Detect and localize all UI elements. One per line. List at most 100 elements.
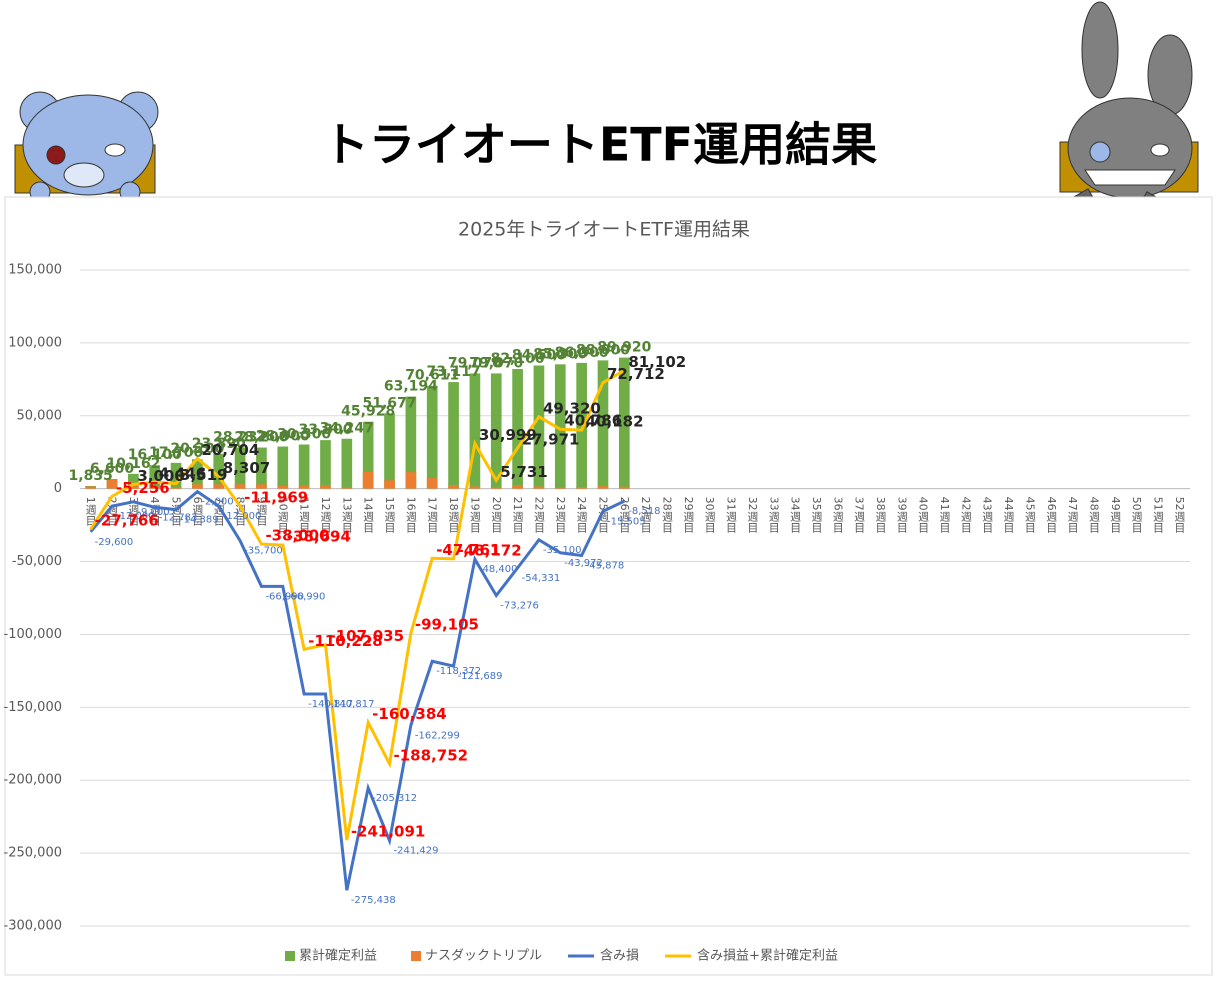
data-label: -38,694 xyxy=(287,528,351,546)
legend-label: 含み損 xyxy=(600,948,639,964)
data-label: -73,276 xyxy=(500,600,539,611)
x-tick-label: 33週目 xyxy=(767,497,780,533)
data-label: -110,228 xyxy=(308,632,383,650)
bar xyxy=(149,465,161,489)
data-label: -29,600 xyxy=(95,537,134,548)
bar xyxy=(192,459,203,489)
data-label: -47,761 xyxy=(436,541,500,559)
data-label: 88,000 xyxy=(576,342,630,358)
x-tick-label: 11週目 xyxy=(298,497,311,533)
data-label: -241,429 xyxy=(394,846,439,857)
x-tick-label: 35週目 xyxy=(810,497,823,533)
data-label: 72,712 xyxy=(607,365,665,383)
x-tick-label: 23週目 xyxy=(554,497,567,533)
x-tick-label: 52週目 xyxy=(1173,497,1186,533)
data-label: 10,162 xyxy=(106,456,160,472)
data-label: 20,704 xyxy=(201,441,259,459)
x-tick-label: 24週目 xyxy=(575,497,588,533)
x-tick-label: 51週目 xyxy=(1151,497,1164,533)
legend-swatch xyxy=(285,951,295,961)
x-tick-label: 9週目 xyxy=(255,497,268,526)
data-label: 85,300 xyxy=(533,346,587,362)
x-tick-label: 4週目 xyxy=(148,497,161,526)
data-label: 17,700 xyxy=(149,445,203,461)
data-label: -54,331 xyxy=(522,573,561,584)
page-title: トライオートETF運用結果 xyxy=(323,118,877,172)
data-label: -14,389 xyxy=(180,515,219,526)
data-label: -43,972 xyxy=(564,558,603,569)
x-tick-label: 42週目 xyxy=(959,497,972,533)
data-label: 70,611 xyxy=(405,368,459,384)
data-label: -15,505 xyxy=(607,516,646,527)
data-label: 63,194 xyxy=(384,379,438,395)
x-tick-label: 32週目 xyxy=(746,497,759,533)
bar xyxy=(448,485,459,489)
bar xyxy=(128,484,139,489)
data-label: 6,600 xyxy=(90,461,135,477)
chart-title: 2025年トライオートETF運用結果 xyxy=(458,219,750,241)
x-tick-label: 49週目 xyxy=(1109,497,1122,533)
bar xyxy=(533,486,545,489)
bar xyxy=(234,447,246,489)
line xyxy=(89,489,625,891)
data-label: -121,689 xyxy=(458,671,503,682)
x-tick-label: 16週目 xyxy=(404,497,417,533)
x-tick-label: 19週目 xyxy=(468,497,481,533)
x-tick-label: 34週目 xyxy=(789,497,802,533)
data-label: -12,000 xyxy=(116,511,155,522)
x-tick-label: 29週目 xyxy=(682,497,695,533)
data-label: 51,677 xyxy=(363,395,417,411)
bar xyxy=(618,357,630,489)
legend-swatch xyxy=(411,951,422,961)
x-tick-label: 27週目 xyxy=(639,497,652,533)
bar xyxy=(490,373,502,489)
data-label: 79,070 xyxy=(469,355,523,371)
data-label: -140,817 xyxy=(329,699,374,710)
bar xyxy=(85,486,97,489)
data-label: 82,100 xyxy=(491,351,545,367)
legend-label: 累計確定利益 xyxy=(299,948,377,964)
data-label: 89,920 xyxy=(597,340,651,356)
data-label: 86,300 xyxy=(555,345,609,361)
x-tick-label: 45週目 xyxy=(1023,497,1036,533)
data-label: -66,990 xyxy=(265,591,304,602)
legend-label: ナスダックトリプル xyxy=(425,949,542,964)
x-tick-label: 40週目 xyxy=(917,497,930,533)
data-label: -48,172 xyxy=(458,541,522,559)
x-tick-label: 1週目 xyxy=(84,497,97,526)
data-label: -35,700 xyxy=(244,546,283,557)
data-label: 28,232 xyxy=(213,430,267,446)
x-tick-label: 31週目 xyxy=(725,497,738,533)
bar xyxy=(448,382,459,489)
data-label: 30,999 xyxy=(479,426,537,444)
bear-mascot xyxy=(14,91,159,203)
bar xyxy=(234,484,246,489)
x-tick-label: 13週目 xyxy=(340,497,353,533)
line xyxy=(89,369,626,841)
bar xyxy=(597,360,609,489)
data-label: -27,766 xyxy=(95,512,159,530)
bar xyxy=(469,373,481,489)
x-tick-label: 18週目 xyxy=(447,497,460,533)
data-label: -9,000 xyxy=(137,507,169,518)
data-label: 28,900 xyxy=(256,429,310,445)
bar xyxy=(554,364,566,489)
legend-label: 含み損益+累計確定利益 xyxy=(697,948,838,964)
bar xyxy=(170,462,182,489)
y-tick-label: -150,000 xyxy=(4,700,62,715)
bar xyxy=(576,486,587,489)
x-tick-label: 36週目 xyxy=(831,497,844,533)
bar xyxy=(277,446,289,489)
bar xyxy=(597,486,609,489)
data-label: -8,518 xyxy=(628,506,660,517)
data-label: -2,000 xyxy=(201,497,233,508)
data-label: 27,971 xyxy=(522,430,580,448)
bar xyxy=(213,453,225,489)
data-label: -12,783 xyxy=(159,512,198,523)
y-tick-label: -200,000 xyxy=(4,773,62,788)
bar xyxy=(384,480,395,489)
x-tick-label: 10週目 xyxy=(276,497,289,533)
data-label: -118,372 xyxy=(436,666,481,677)
data-label: 4,446 xyxy=(159,465,206,483)
